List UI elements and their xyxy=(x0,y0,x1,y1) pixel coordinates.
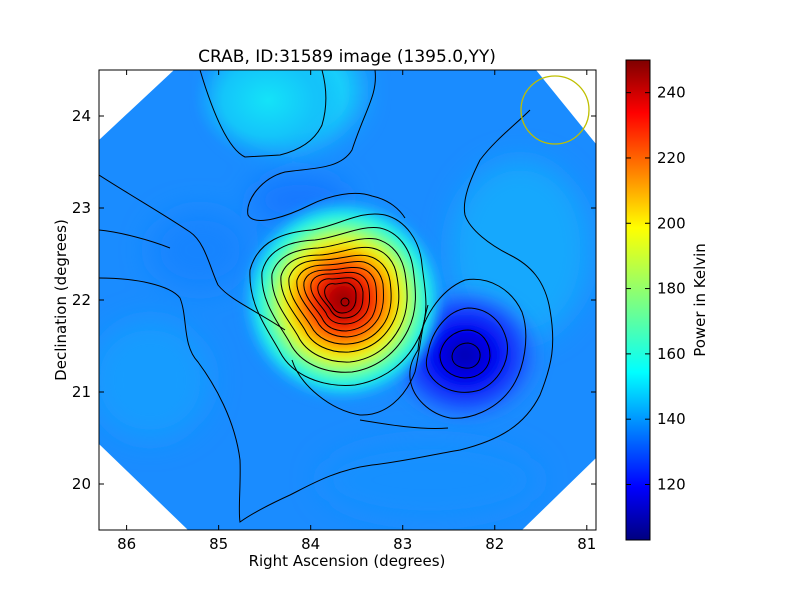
colorbar-label: Power in Kelvin xyxy=(691,243,709,357)
colorbar-tick-label: 120 xyxy=(657,475,686,493)
colorbar: 120 140 160 180 200 220 240 Power in Kelvin xyxy=(625,59,709,541)
chart-title: CRAB, ID:31589 image (1395.0,YY) xyxy=(198,47,496,67)
colorbar-tick-label: 160 xyxy=(657,345,686,363)
y-tick-label: 20 xyxy=(72,475,91,493)
y-tick-label: 24 xyxy=(72,107,91,125)
x-tick-label: 83 xyxy=(393,535,412,553)
beam-circle xyxy=(520,75,590,145)
colorbar-ticks: 120 140 160 180 200 220 240 xyxy=(626,84,686,493)
x-tick-label: 84 xyxy=(301,535,320,553)
x-axis-label: Right Ascension (degrees) xyxy=(249,552,446,570)
plot-area: 86 85 84 83 82 81 20 21 22 23 24 xyxy=(72,69,597,553)
contour-lines xyxy=(99,70,554,523)
x-tick-label: 81 xyxy=(577,535,596,553)
colorbar-tick-label: 200 xyxy=(657,214,686,232)
y-tick-label: 21 xyxy=(72,383,91,401)
colorbar-tick-label: 220 xyxy=(657,149,686,167)
colorbar-frame xyxy=(625,59,651,541)
x-axis-ticks: 86 85 84 83 82 81 xyxy=(117,70,596,553)
colorbar-tick-label: 180 xyxy=(657,280,686,298)
y-tick-label: 23 xyxy=(72,199,91,217)
x-tick-label: 86 xyxy=(117,535,136,553)
x-tick-label: 82 xyxy=(485,535,504,553)
colorbar-tick-label: 140 xyxy=(657,410,686,428)
heatmap-image xyxy=(99,70,596,530)
y-tick-label: 22 xyxy=(72,291,91,309)
colorbar-tick-label: 240 xyxy=(657,84,686,102)
y-axis-label: Declination (degrees) xyxy=(52,219,70,381)
y-axis-ticks: 20 21 22 23 24 xyxy=(72,107,596,493)
colorbar-gradient xyxy=(626,60,650,540)
x-tick-label: 85 xyxy=(209,535,228,553)
